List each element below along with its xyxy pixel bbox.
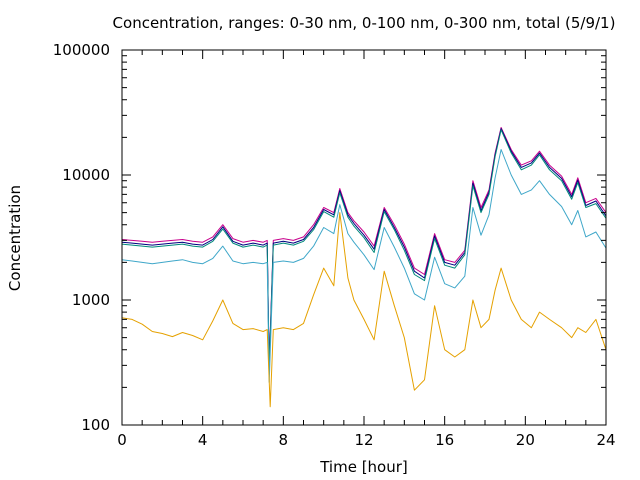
- x-tick-label: 16: [435, 431, 454, 449]
- y-tick-label: 100000: [53, 41, 110, 59]
- y-tick-label: 100: [81, 416, 110, 434]
- series-line-1: [121, 127, 607, 366]
- y-tick-label: 1000: [72, 291, 110, 309]
- y-axis-label: Concentration: [6, 185, 24, 291]
- x-tick-label: 4: [198, 431, 208, 449]
- series-layer: [121, 127, 607, 408]
- x-tick-label: 20: [516, 431, 535, 449]
- x-tick-label: 8: [279, 431, 289, 449]
- x-tick-label: 0: [117, 431, 127, 449]
- x-tick-label: 24: [596, 431, 615, 449]
- series-line-3: [121, 129, 607, 372]
- x-axis-label: Time [hour]: [319, 458, 408, 476]
- ticks-layer: 0 4 8 12 16 20 24 100 1000 10000 100000: [53, 41, 616, 449]
- chart-title: Concentration, ranges: 0-30 nm, 0-100 nm…: [113, 14, 616, 32]
- series-line-2: [121, 128, 607, 370]
- series-line-4: [121, 149, 607, 383]
- plot-frame: [121, 49, 607, 426]
- x-tick-label: 12: [354, 431, 373, 449]
- y-tick-label: 10000: [62, 166, 110, 184]
- series-line-5: [121, 212, 607, 408]
